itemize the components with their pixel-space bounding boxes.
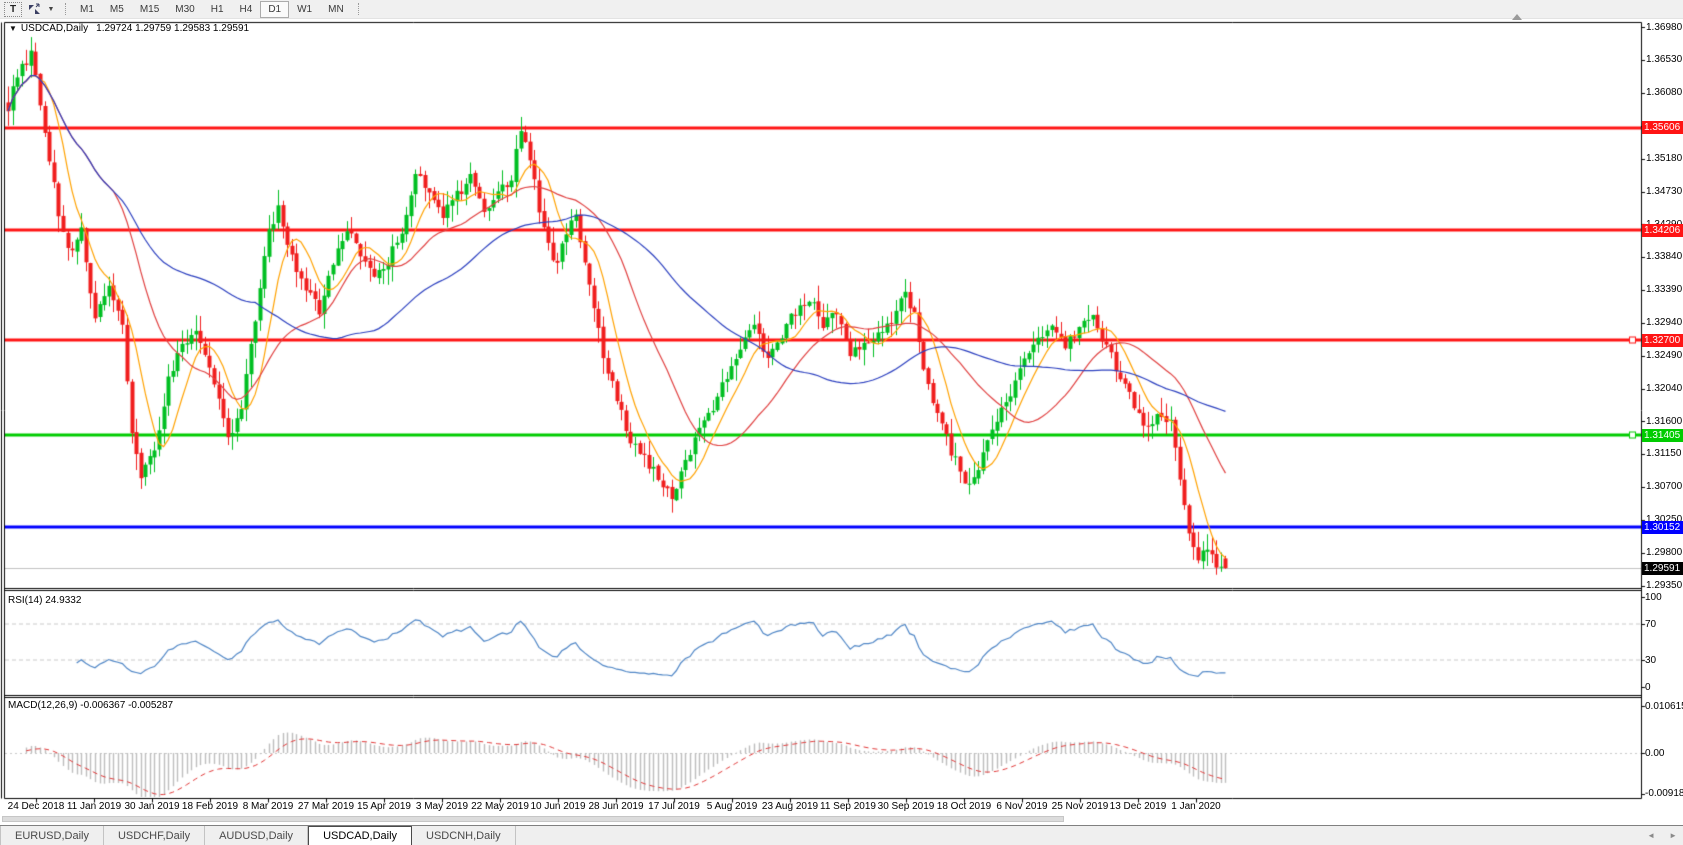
date-tick-label: 3 May 2019 <box>415 801 469 812</box>
date-tick-label: 28 Jun 2019 <box>588 801 644 812</box>
price-tick-label: 1.29350 <box>1646 580 1683 592</box>
scrollbar-thumb[interactable] <box>2 816 1064 822</box>
macd-tick-label: 0.00 <box>1645 747 1665 759</box>
chart-tab-bar: EURUSD,Daily USDCHF,Daily AUDUSD,Daily USDC… <box>0 825 1683 845</box>
collapse-arrow-icon: ▼ <box>9 24 17 33</box>
date-tick-label: 24 Dec 2018 <box>7 801 65 812</box>
price-tick-label: 1.34730 <box>1646 186 1683 198</box>
chart-canvas[interactable] <box>0 0 1683 812</box>
symbol-tab-usdchf[interactable]: USDCHF,Daily <box>104 826 206 845</box>
price-line-label: 1.35606 <box>1642 121 1683 135</box>
date-tick-label: 15 Apr 2019 <box>357 801 411 812</box>
date-tick-label: 1 Jan 2020 <box>1171 801 1221 812</box>
price-tick-label: 1.32940 <box>1646 317 1683 329</box>
date-tick-label: 17 Jul 2019 <box>648 801 700 812</box>
date-tick-label: 30 Jan 2019 <box>124 801 180 812</box>
symbol-tab-audusd[interactable]: AUDUSD,Daily <box>205 826 309 845</box>
date-tick-label: 18 Oct 2019 <box>936 801 992 812</box>
price-line-label: 1.32700 <box>1642 333 1683 347</box>
date-tick-label: 25 Nov 2019 <box>1051 801 1109 812</box>
price-tick-label: 1.32490 <box>1646 350 1683 362</box>
date-tick-label: 13 Dec 2019 <box>1109 801 1167 812</box>
price-tick-label: 1.35180 <box>1646 153 1683 165</box>
rsi-tick-label: 100 <box>1645 591 1662 603</box>
price-tick-label: 1.31150 <box>1646 448 1682 460</box>
price-tick-label: 1.33390 <box>1646 284 1683 296</box>
date-tick-label: 30 Sep 2019 <box>877 801 935 812</box>
date-tick-label: 6 Nov 2019 <box>996 801 1048 812</box>
chart-symbol-title: USDCAD,Daily <box>20 23 89 34</box>
price-tick-label: 1.36080 <box>1646 87 1683 99</box>
tab-next-icon[interactable]: ► <box>1669 831 1677 840</box>
symbol-tab-usdcad[interactable]: USDCAD,Daily <box>308 826 413 845</box>
current-price-label: 1.29591 <box>1642 561 1683 575</box>
date-tick-label: 8 Mar 2019 <box>242 801 294 812</box>
price-tick-label: 1.30700 <box>1646 481 1683 493</box>
price-line-label: 1.34206 <box>1642 223 1683 237</box>
date-tick-label: 18 Feb 2019 <box>181 801 239 812</box>
date-tick-label: 22 May 2019 <box>471 801 529 812</box>
date-tick-label: 23 Aug 2019 <box>761 801 819 812</box>
chart-title: ▼ USDCAD,Daily 1.29724 1.29759 1.29583 1.2… <box>9 23 249 34</box>
price-line-label: 1.30152 <box>1642 520 1683 534</box>
price-tick-label: 1.33840 <box>1646 251 1683 263</box>
symbol-tab-eurusd[interactable]: EURUSD,Daily <box>0 826 104 845</box>
price-tick-label: 1.30250 <box>1646 514 1682 525</box>
date-tick-label: 5 Aug 2019 <box>706 801 758 812</box>
chart-window: ▼ USDCAD,Daily 1.29724 1.29759 1.29583 1.2… <box>0 0 1683 812</box>
rsi-tick-label: 70 <box>1645 618 1657 630</box>
date-tick-label: 11 Sep 2019 <box>820 801 876 812</box>
date-tick-label: 11 Jan 2019 <box>66 801 122 812</box>
macd-tick-label: 0.010615 <box>1645 700 1683 712</box>
chart-ohlc-values: 1.29724 1.29759 1.29583 1.29591 <box>96 23 250 34</box>
price-tick-label: 1.36980 <box>1646 21 1683 33</box>
symbol-tab-usdcnh[interactable]: USDCNH,Daily <box>412 826 516 845</box>
horizontal-scrollbar[interactable] <box>2 816 1640 822</box>
macd-label: MACD(12,26,9) -0.006367 -0.005287 <box>8 700 174 711</box>
date-tick-label: 27 Mar 2019 <box>297 801 355 812</box>
price-tick-label: 1.31600 <box>1646 415 1683 427</box>
rsi-tick-label: 30 <box>1645 654 1657 666</box>
tab-prev-icon[interactable]: ◄ <box>1647 831 1656 840</box>
chart-tabs: EURUSD,Daily USDCHF,Daily AUDUSD,Daily USDC… <box>0 826 516 845</box>
rsi-tick-label: 0 <box>1645 681 1651 693</box>
chart-shift-marker[interactable] <box>1512 14 1522 20</box>
price-tick-label: 1.36530 <box>1646 54 1683 66</box>
date-tick-label: 10 Jun 2019 <box>530 801 586 812</box>
tab-scroll-arrows: ◄ ► <box>1647 826 1677 845</box>
price-tick-label: 1.29800 <box>1646 547 1683 559</box>
price-line-label: 1.31405 <box>1642 428 1683 442</box>
price-tick-label: 1.32040 <box>1646 383 1683 395</box>
rsi-label: RSI(14) 24.9332 <box>8 595 82 606</box>
